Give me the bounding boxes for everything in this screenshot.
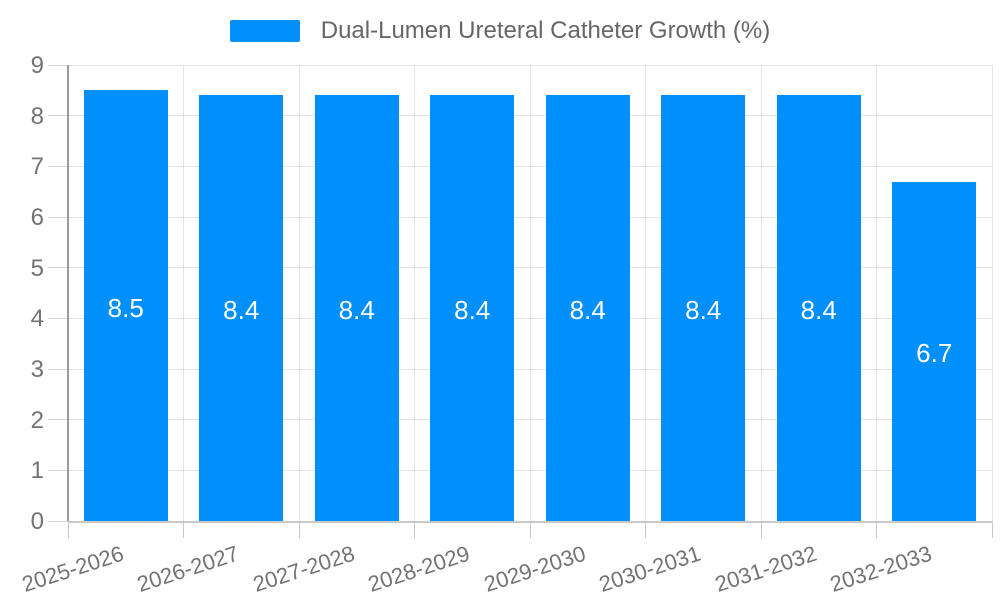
bar-2027-2028[interactable]: 8.4 — [314, 95, 399, 521]
y-tick-mark — [48, 64, 68, 66]
bar-2032-2033[interactable]: 6.7 — [892, 181, 977, 521]
y-axis-tick-label: 7 — [30, 153, 44, 181]
y-axis-tick-label: 0 — [30, 508, 44, 535]
gridline-vertical — [645, 65, 646, 521]
bar-value-label: 8.4 — [223, 295, 260, 326]
y-axis-tick-label: 2 — [30, 406, 44, 434]
y-tick-mark — [48, 165, 68, 167]
gridline-vertical — [991, 65, 993, 521]
gridline-vertical — [760, 65, 762, 521]
y-tick-mark — [48, 520, 68, 522]
bar-2025-2026[interactable]: 8.5 — [83, 90, 168, 521]
gridline-vertical — [876, 65, 877, 521]
bar-value-label: 8.4 — [800, 295, 837, 326]
y-tick-mark — [48, 216, 68, 218]
y-axis-tick-label: 9 — [30, 52, 44, 79]
y-axis-tick-label: 4 — [30, 305, 44, 333]
bar-2026-2027[interactable]: 8.4 — [199, 95, 284, 521]
y-axis-tick-label: 3 — [30, 356, 44, 383]
bar-value-label: 8.4 — [569, 295, 606, 326]
bar-value-label: 8.4 — [685, 295, 722, 326]
y-axis-line — [67, 65, 69, 521]
y-axis-tick-label: 8 — [30, 102, 44, 130]
x-tick-mark — [645, 521, 646, 538]
legend-series-label: Dual-Lumen Ureteral Catheter Growth (%) — [320, 17, 771, 44]
gridline-vertical — [298, 65, 300, 521]
bar-value-label: 8.5 — [107, 292, 144, 323]
chart-legend: Dual-Lumen Ureteral Catheter Growth (%) — [0, 16, 1000, 46]
bar-2031-2032[interactable]: 8.4 — [776, 95, 861, 521]
x-tick-mark — [414, 521, 415, 538]
legend-item[interactable]: Dual-Lumen Ureteral Catheter Growth (%) — [229, 17, 771, 44]
bar-2030-2031[interactable]: 8.4 — [661, 95, 746, 521]
bar-value-label: 6.7 — [916, 338, 953, 369]
legend-swatch-icon — [229, 20, 300, 42]
x-tick-mark — [183, 521, 184, 538]
y-tick-mark — [48, 419, 68, 421]
y-tick-mark — [48, 469, 68, 471]
x-tick-mark — [876, 521, 877, 538]
x-tick-mark — [760, 521, 762, 538]
x-tick-mark — [529, 521, 531, 538]
x-tick-mark — [991, 521, 993, 538]
y-tick-mark — [48, 267, 68, 269]
y-axis-tick-label: 6 — [30, 204, 44, 231]
gridline-vertical — [183, 65, 184, 521]
x-tick-mark — [298, 521, 300, 538]
bar-value-label: 8.4 — [454, 295, 491, 326]
y-tick-mark — [48, 317, 68, 319]
y-tick-mark — [48, 115, 68, 117]
y-axis-tick-label: 1 — [30, 457, 44, 485]
gridline-vertical — [414, 65, 415, 521]
y-tick-mark — [48, 368, 68, 370]
bar-2028-2029[interactable]: 8.4 — [430, 95, 515, 521]
gridline-vertical — [529, 65, 531, 521]
bar-value-label: 8.4 — [338, 295, 375, 326]
bar-2029-2030[interactable]: 8.4 — [545, 95, 630, 521]
x-tick-mark — [67, 521, 69, 538]
y-axis-tick-label: 5 — [30, 254, 44, 282]
